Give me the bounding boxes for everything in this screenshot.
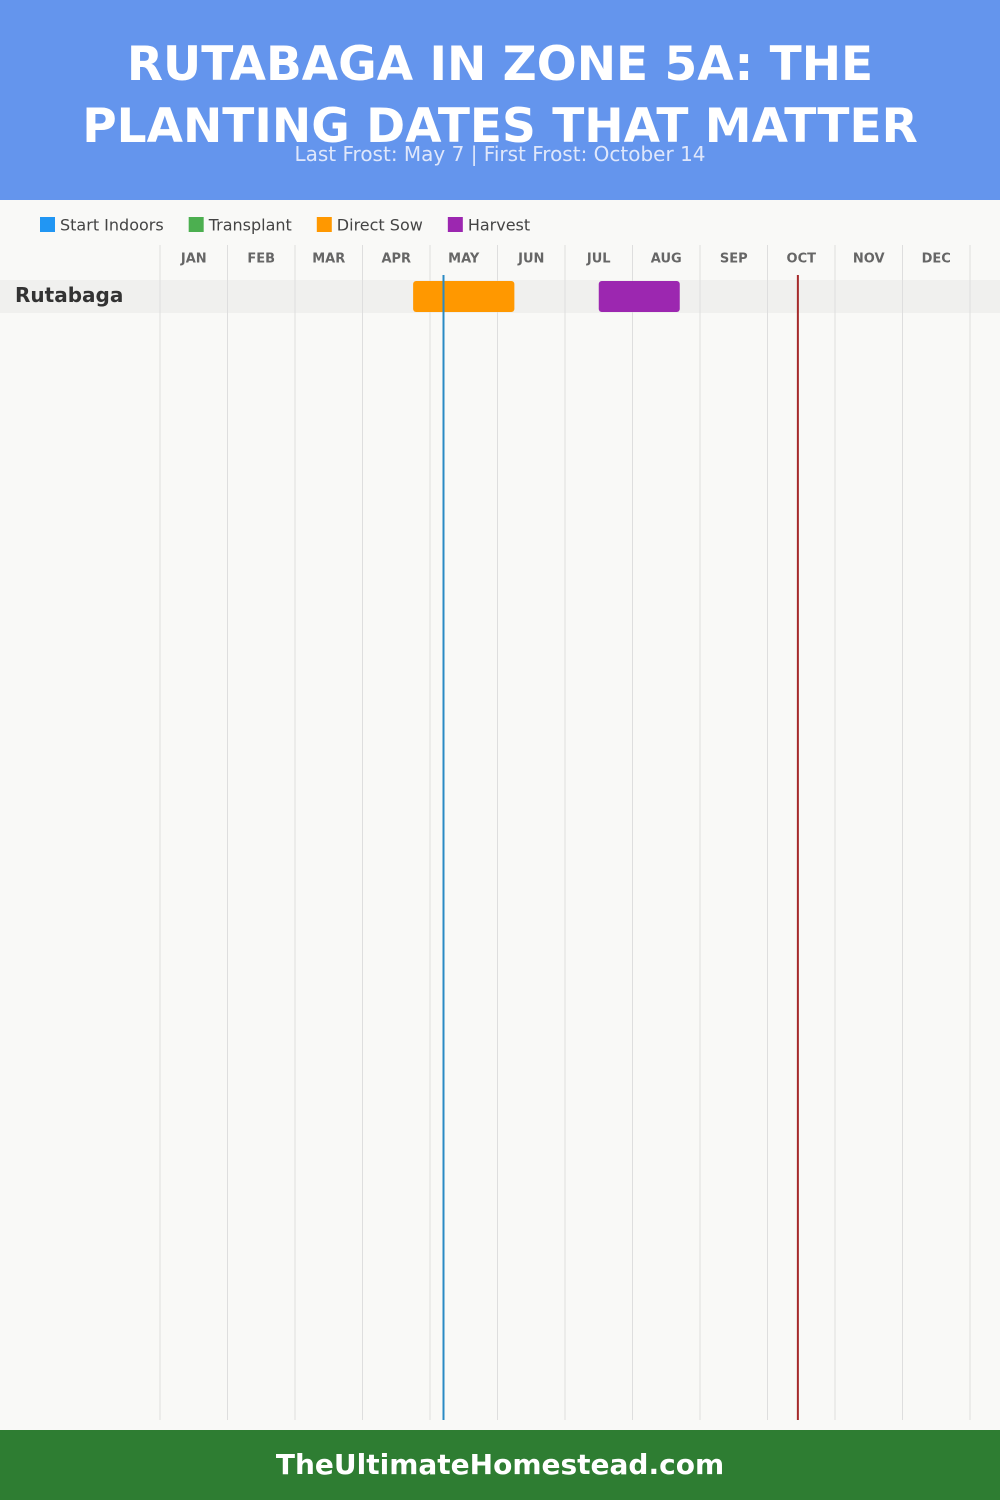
- x-tick-label: JAN: [180, 252, 207, 267]
- range-bar: [598, 281, 680, 312]
- chart-title: RUTABAGA IN ZONE 5A: THE PLANTING DATES …: [82, 37, 918, 154]
- legend-label: Direct Sow: [337, 216, 423, 235]
- range-bar: [413, 281, 515, 312]
- legend-swatch: [447, 217, 463, 232]
- x-tick-label: DEC: [922, 252, 951, 267]
- footer: TheUltimateHomestead.com: [0, 1430, 1000, 1500]
- chart: Start Indoors Transplant Direct Sow Harvest…: [0, 216, 1000, 1420]
- legend-swatch: [316, 217, 332, 232]
- x-tick-label: JUN: [517, 252, 544, 267]
- x-tick-label: AUG: [651, 252, 682, 267]
- x-tick-label: APR: [381, 252, 411, 267]
- legend-swatch: [188, 217, 204, 232]
- x-tick-label: MAY: [448, 252, 480, 267]
- legend-label: Transplant: [208, 216, 292, 235]
- legend-label: Harvest: [468, 216, 530, 235]
- legend-label: Start Indoors: [60, 216, 164, 235]
- row-label: Rutabaga: [15, 283, 123, 307]
- header: RUTABAGA IN ZONE 5A: THE PLANTING DATES …: [0, 0, 1000, 200]
- x-tick-label: MAR: [312, 252, 345, 267]
- chart-subtitle: Last Frost: May 7 | First Frost: October…: [294, 142, 706, 166]
- legend-swatch: [40, 217, 55, 232]
- x-tick-label: JUL: [586, 252, 611, 267]
- x-tick-label: NOV: [853, 252, 885, 267]
- x-tick-label: SEP: [720, 252, 748, 267]
- x-tick-label: FEB: [247, 252, 275, 267]
- x-tick-label: OCT: [787, 252, 817, 267]
